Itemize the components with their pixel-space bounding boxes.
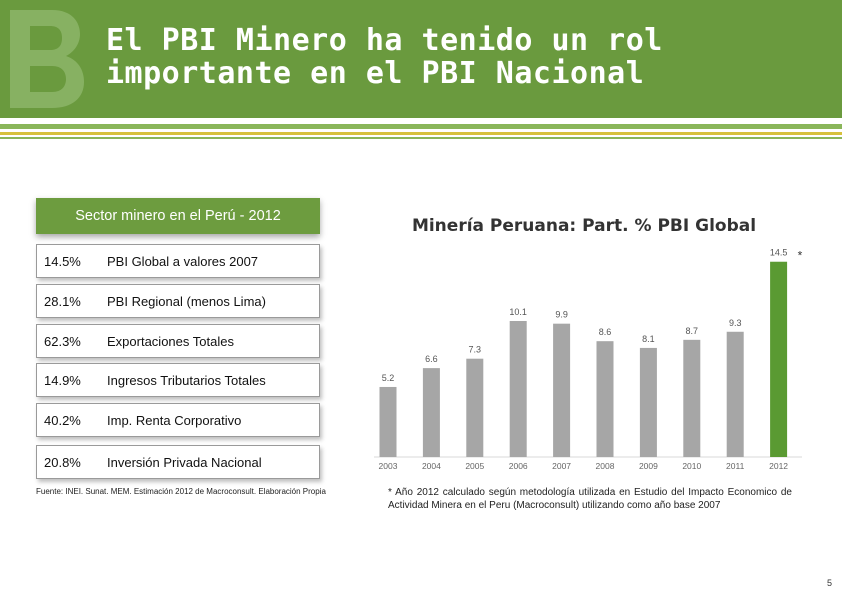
divider-green	[0, 124, 842, 129]
x-tick-2003: 2003	[379, 461, 398, 471]
title-line-2: importante en el PBI Nacional	[106, 56, 645, 91]
bar-2003	[379, 386, 397, 457]
stat-label: Ingresos Tributarios Totales	[107, 372, 266, 388]
stat-row: 28.1% PBI Regional (menos Lima)	[36, 284, 320, 318]
stat-row: 20.8% Inversión Privada Nacional	[36, 445, 320, 479]
data-label-2012: 14.5	[770, 248, 788, 258]
x-tick-2006: 2006	[509, 461, 528, 471]
bar-2010	[683, 339, 701, 457]
stat-row: 14.5% PBI Global a valores 2007	[36, 244, 320, 278]
data-label-2009: 8.1	[642, 334, 655, 344]
bar-2011	[726, 331, 744, 457]
x-tick-2004: 2004	[422, 461, 441, 471]
page-title: El PBI Minero ha tenido un rol important…	[106, 24, 663, 90]
panel-title: Sector minero en el Perú - 2012	[36, 198, 320, 234]
data-label-2010: 8.7	[686, 326, 699, 336]
stat-label: PBI Regional (menos Lima)	[107, 293, 266, 309]
bar-2012	[770, 261, 788, 457]
x-tick-2007: 2007	[552, 461, 571, 471]
stat-row: 40.2% Imp. Renta Corporativo	[36, 403, 320, 437]
data-label-2003: 5.2	[382, 373, 395, 383]
bar-2009	[639, 347, 657, 457]
bar-2005	[466, 358, 484, 457]
bar-2006	[509, 320, 527, 457]
bar-2007	[553, 323, 571, 457]
divider-green-thin	[0, 137, 842, 139]
header-banner: El PBI Minero ha tenido un rol important…	[0, 0, 842, 118]
x-tick-2008: 2008	[596, 461, 615, 471]
data-label-2004: 6.6	[425, 354, 438, 364]
x-tick-2010: 2010	[682, 461, 701, 471]
stat-value: 14.9%	[44, 372, 81, 388]
page-number: 5	[826, 578, 832, 588]
stat-row: 62.3% Exportaciones Totales	[36, 324, 320, 358]
stat-value: 40.2%	[44, 412, 81, 428]
stat-label: Inversión Privada Nacional	[107, 454, 262, 470]
bar-chart: Minería Peruana: Part. % PBI Global 5.2 2…	[374, 216, 803, 471]
title-line-1: El PBI Minero ha tenido un rol	[106, 23, 663, 58]
data-label-2011: 9.3	[729, 318, 742, 328]
data-label-2007: 9.9	[555, 310, 568, 320]
stat-value: 14.5%	[44, 253, 81, 269]
stat-label: PBI Global a valores 2007	[107, 253, 259, 269]
divider-yellow	[0, 132, 842, 135]
x-tick-2011: 2011	[726, 461, 745, 471]
stat-value: 28.1%	[44, 293, 81, 309]
data-label-2006: 10.1	[509, 307, 527, 317]
data-label-2008: 8.6	[599, 327, 612, 337]
chart-title: Minería Peruana: Part. % PBI Global	[412, 216, 756, 236]
highlight-marker: *	[798, 249, 803, 263]
footnote: * Año 2012 calculado según metodología u…	[388, 487, 792, 511]
stat-value: 20.8%	[44, 454, 81, 470]
x-tick-2005: 2005	[465, 461, 484, 471]
logo-b-icon	[10, 10, 84, 108]
stat-row: 14.9% Ingresos Tributarios Totales	[36, 363, 320, 397]
bar-2008	[596, 341, 614, 457]
x-tick-2012: 2012	[769, 461, 788, 471]
bar-2004	[422, 368, 440, 457]
stat-label: Exportaciones Totales	[107, 333, 234, 349]
x-tick-2009: 2009	[639, 461, 658, 471]
stat-value: 62.3%	[44, 333, 81, 349]
data-label-2005: 7.3	[469, 345, 482, 355]
stat-label: Imp. Renta Corporativo	[107, 412, 242, 428]
source-note: Fuente: INEI. Sunat. MEM. Estimación 201…	[36, 487, 326, 496]
